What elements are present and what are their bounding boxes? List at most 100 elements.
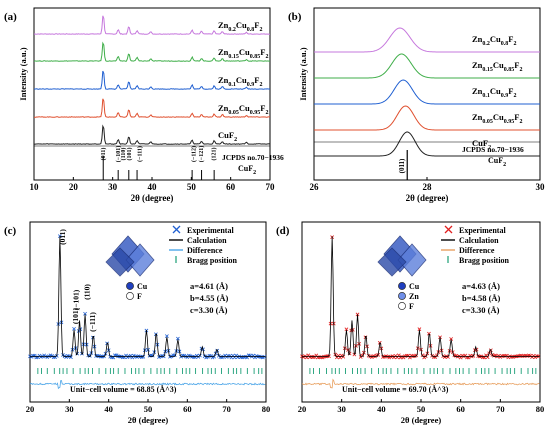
- reference-hkl-label: (110): [120, 148, 127, 161]
- peak-series-line: [314, 79, 540, 105]
- x-tick-label: 40: [377, 404, 386, 414]
- series-label-part: 0.15: [228, 54, 239, 60]
- series-label-part: F: [254, 20, 259, 30]
- series-label-part: 0.8: [501, 41, 509, 47]
- legend-entry: Bragg position: [187, 256, 238, 265]
- x-tick-label: 20: [298, 404, 307, 414]
- unit-cell-volume: Unit−cell volume = 68.85 (Å^3): [70, 385, 177, 394]
- x-tick-label: 70: [266, 182, 276, 192]
- panel-label: (d): [276, 225, 290, 237]
- reference-compound: CuF2: [238, 164, 256, 176]
- series-label-part: 2: [259, 27, 262, 33]
- series-label-part: F: [514, 112, 519, 122]
- legend-entry: Difference: [459, 246, 495, 255]
- experimental-marker: [164, 334, 169, 338]
- reference-compound-sub: 2: [253, 170, 256, 176]
- series-label-part: 0.2: [482, 41, 490, 47]
- series-label-part: 0.15: [482, 67, 493, 73]
- x-tick-label: 80: [262, 404, 271, 414]
- series-label-part: Cu: [493, 112, 504, 122]
- lattice-parameter: a=4.63 (Å): [462, 281, 500, 291]
- x-axis-label: 2θ (degree): [128, 415, 169, 425]
- species-label: F: [409, 302, 414, 311]
- series-label-part: 2: [265, 54, 268, 60]
- calculation-line: [30, 236, 266, 357]
- reference-hkl-label: (011): [100, 148, 107, 161]
- x-tick-label: 70: [222, 404, 231, 414]
- peak-series-line: [314, 53, 540, 79]
- experimental-marker: [341, 354, 346, 359]
- series-label-part: 2: [513, 93, 516, 99]
- peak-hkl-label: (−111): [88, 312, 97, 332]
- x-tick-label: 30: [337, 404, 346, 414]
- series-label-part: F: [260, 103, 265, 113]
- reference-hkl-label: (101): [126, 148, 133, 161]
- series-label-part: Cu: [239, 47, 250, 57]
- series-label-part: 2: [519, 67, 522, 73]
- xrd-series-line: [33, 41, 271, 62]
- series-label-part: 0.1: [228, 82, 236, 88]
- experimental-marker: [417, 327, 422, 332]
- series-label-part: F: [508, 86, 513, 96]
- species-marker: [126, 292, 134, 300]
- x-tick-label: 50: [417, 404, 426, 414]
- series-label-part: Zn: [218, 47, 229, 57]
- series-label-part: 2: [234, 137, 237, 143]
- series-label-part: 2: [265, 110, 268, 116]
- reference-compound-main: CuF: [238, 164, 253, 173]
- series-label: Zn0.2Cu0.8F2: [218, 20, 262, 33]
- legend-entry: Difference: [187, 246, 223, 255]
- series-label: Zn0.15Cu0.85F2: [472, 60, 522, 73]
- panel-label: (a): [4, 11, 17, 23]
- x-tick-label: 30: [108, 182, 118, 192]
- legend-marker-experimental: [172, 225, 181, 234]
- series-label-part: CuF: [218, 130, 234, 140]
- difference-line: [301, 378, 540, 389]
- species-marker: [398, 302, 406, 310]
- series-label-part: 2: [513, 41, 516, 47]
- x-tick-label: 60: [226, 182, 236, 192]
- lattice-parameter: b=4.58 (Å): [462, 293, 501, 303]
- series-label-part: F: [508, 34, 513, 44]
- x-tick-label: 50: [187, 182, 197, 192]
- series-label: Zn0.1Cu0.9F2: [218, 75, 262, 88]
- species-marker: [398, 292, 406, 300]
- x-tick-label: 30: [65, 404, 74, 414]
- reference-hkl-label: (−121): [198, 146, 205, 162]
- panel-label: (b): [288, 11, 302, 23]
- series-label-part: F: [260, 47, 265, 57]
- reference-compound-main: CuF: [488, 156, 503, 165]
- species-label: F: [137, 292, 142, 301]
- series-label-part: Zn: [472, 112, 483, 122]
- y-axis-label: Intensity (a.u.): [18, 47, 28, 100]
- species-label: Zn: [409, 292, 419, 301]
- peak-hkl-label: (110): [82, 284, 91, 300]
- x-tick-label: 40: [104, 404, 113, 414]
- series-label-part: 0.9: [247, 82, 255, 88]
- lattice-parameter: c=3.30 (Å): [190, 305, 228, 315]
- xrd-series-line: [33, 124, 271, 145]
- x-tick-label: 60: [183, 404, 192, 414]
- legend-entry: Experimental: [459, 226, 506, 235]
- species-marker: [398, 282, 406, 290]
- series-label-part: 0.05: [482, 119, 493, 125]
- species-label: Cu: [137, 282, 148, 291]
- series-label-part: Cu: [490, 34, 501, 44]
- series-label-part: Cu: [239, 103, 250, 113]
- x-tick-label: 28: [423, 182, 433, 192]
- series-label: Zn0.2Cu0.8F2: [472, 34, 516, 47]
- peak-series-line: [314, 27, 540, 53]
- series-label-part: Cu: [490, 86, 501, 96]
- peak-hkl-label: (−101): [71, 289, 80, 310]
- experimental-marker: [446, 355, 450, 359]
- difference-line: [29, 380, 266, 390]
- y-axis-label: Intensity (a.u.): [298, 47, 308, 100]
- x-tick-label: 50: [144, 404, 153, 414]
- series-label-part: 0.95: [250, 110, 261, 116]
- lattice-parameter: a=4.61 (Å): [190, 281, 228, 291]
- x-axis-label: 2θ (degree): [131, 193, 174, 203]
- peak-series-line: [314, 131, 540, 157]
- series-label-part: Cu: [493, 60, 504, 70]
- xrd-series-line: [33, 98, 271, 118]
- crystal-octahedron: [105, 247, 135, 277]
